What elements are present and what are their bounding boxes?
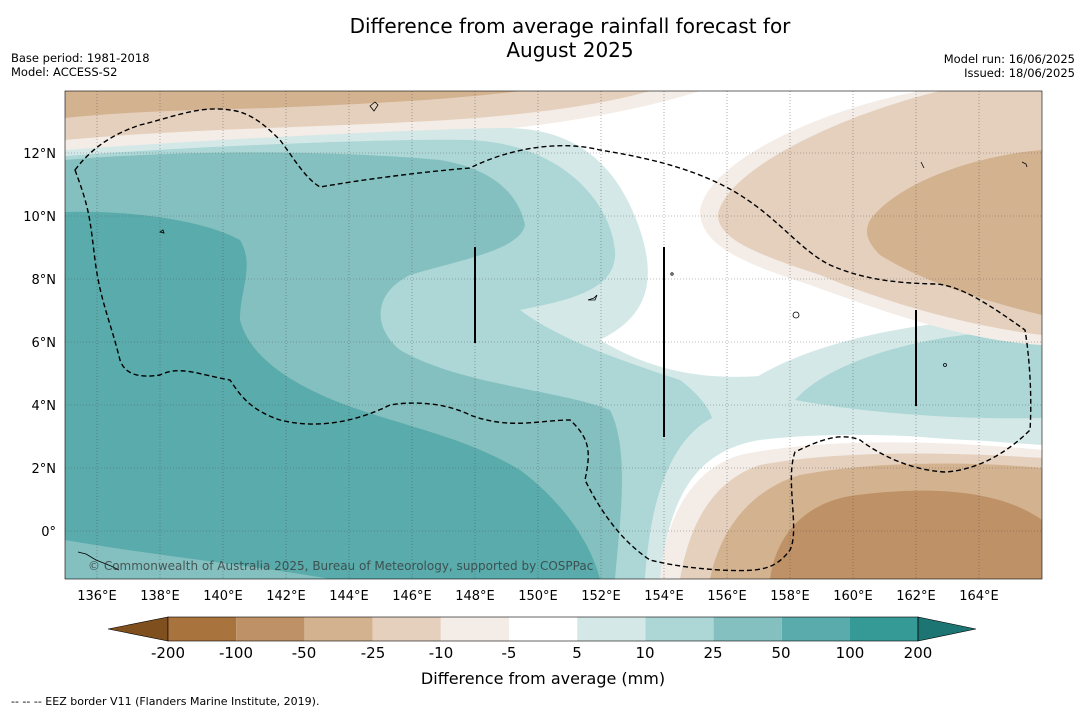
colorbar-tick: 100 [836,644,865,662]
lat-tick: 8°N [32,273,57,288]
map-frame [64,90,1043,580]
colorbar-swatch [168,617,237,641]
dry-ne-25 [867,150,1042,315]
lat-ticks: 12°N 10°N 8°N 6°N 4°N 2°N 0° [23,147,56,540]
eez-segments [474,247,917,437]
colorbar-tick: 50 [771,644,790,662]
lon-tick: 154°E [644,589,684,604]
wet-east-25 [795,330,1042,419]
model-name: Model: ACCESS-S2 [11,65,118,79]
wet-southwest-lighter [65,540,330,579]
lon-tick: 160°E [833,589,873,604]
colorbar-swatch [781,617,850,641]
colorbar-swatch [713,617,782,641]
colorbar-tick: -5 [502,644,517,662]
meta-right: Model run: 16/06/2025 Issued: 18/06/2025 [944,52,1075,80]
colorbar-ticks: -200 -100 -50 -25 -10 -5 5 10 25 50 100 … [151,644,932,662]
meta-left: Base period: 1981-2018 Model: ACCESS-S2 [11,51,150,79]
base-period: Base period: 1981-2018 [11,51,150,65]
lon-tick: 162°E [896,589,936,604]
lat-tick: 0° [41,525,56,540]
dry-band-north-core [65,91,520,118]
footer-legend: -- -- -- EEZ border V11 (Flanders Marine… [11,695,320,708]
lon-tick: 144°E [329,589,369,604]
map-field [65,91,1042,579]
colorbar-extend-high [917,616,977,642]
lon-tick: 142°E [266,589,306,604]
map-title: Difference from average rainfall forecas… [270,14,870,62]
colorbar-tick: 10 [635,644,654,662]
lon-tick: 136°E [77,589,117,604]
colorbar-swatch [372,617,441,641]
model-run: Model run: 16/06/2025 [943,52,1075,66]
graticule [65,91,1042,579]
lon-tick: 150°E [518,589,558,604]
lon-ticks: 136°E 138°E 140°E 142°E 144°E 146°E 148°… [77,589,999,604]
colorbar-extend-low [107,616,169,642]
colorbar-tick: 5 [572,644,582,662]
colorbar-label: Difference from average (mm) [421,669,665,688]
map-credit: © Commonwealth of Australia 2025, Bureau… [88,559,593,573]
colorbar-tick: -100 [219,644,253,662]
colorbar-tick: -25 [361,644,386,662]
lat-tick: 12°N [23,147,56,162]
colorbar-tick: 25 [703,644,722,662]
colorbar: -200 -100 -50 -25 -10 -5 5 10 25 50 100 … [107,616,977,688]
lon-tick: 148°E [455,589,495,604]
lat-tick: 6°N [32,336,57,351]
wet-west-100 [65,211,600,579]
colorbar-swatch [850,617,918,641]
lon-tick: 140°E [203,589,243,604]
lon-tick: 156°E [707,589,747,604]
colorbar-swatch [440,617,509,641]
lon-tick: 158°E [770,589,810,604]
colorbar-swatch [509,617,578,641]
lon-tick: 164°E [959,589,999,604]
colorbar-swatch [236,617,305,641]
islands [77,101,1028,571]
title-line-1: Difference from average rainfall forecas… [349,14,791,38]
title-line-2: August 2025 [506,38,634,62]
issued-date: Issued: 18/06/2025 [964,66,1075,80]
dry-se-50 [770,490,1042,579]
colorbar-swatch [577,617,646,641]
colorbar-tick: -50 [292,644,317,662]
lat-tick: 10°N [23,210,56,225]
colorbar-swatch [304,617,373,641]
lon-tick: 146°E [392,589,432,604]
colorbar-tick: -10 [429,644,454,662]
eez-border [74,108,1032,572]
lat-tick: 4°N [32,399,57,414]
colorbar-swatch [645,617,714,641]
colorbar-tick: 200 [904,644,933,662]
colorbar-tick: -200 [151,644,185,662]
lon-tick: 138°E [140,589,180,604]
lon-tick: 152°E [581,589,621,604]
lat-tick: 2°N [32,462,57,477]
